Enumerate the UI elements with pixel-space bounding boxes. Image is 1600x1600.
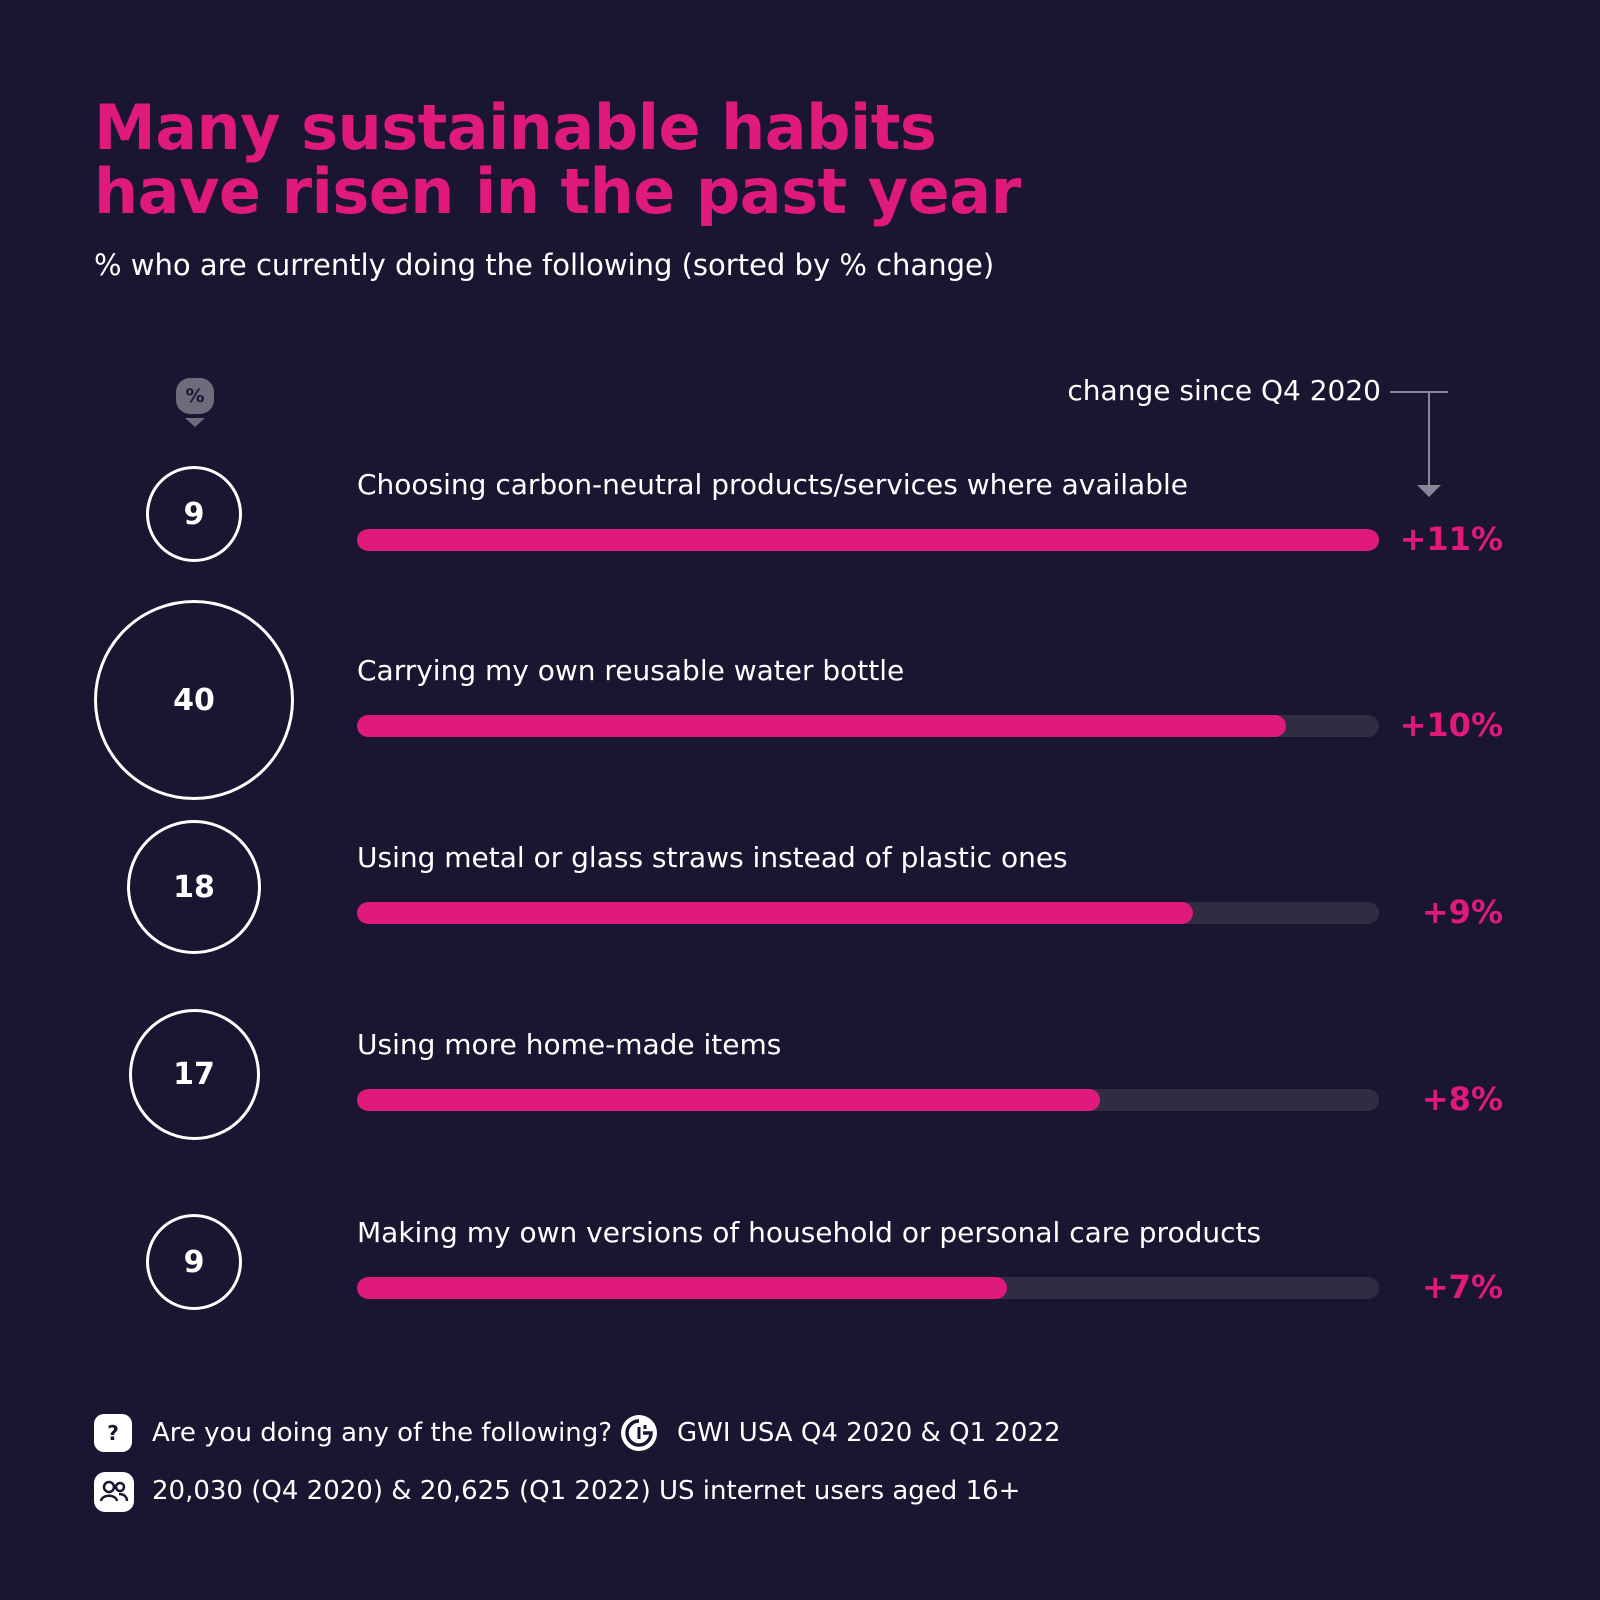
current-pct-circle: 17 xyxy=(128,1008,260,1140)
change-label: +9% xyxy=(1421,893,1503,931)
current-pct-value: 40 xyxy=(173,682,215,718)
current-pct-circle: 9 xyxy=(146,466,242,562)
sample-size: 20,030 (Q4 2020) & 20,625 (Q1 2022) US i… xyxy=(152,1476,1021,1506)
change-header: change since Q4 2020 xyxy=(1067,374,1381,407)
bar-track xyxy=(357,902,1379,924)
bar-fill xyxy=(357,529,1379,551)
current-pct-value: 18 xyxy=(173,869,215,905)
current-pct-value: 9 xyxy=(183,1244,205,1280)
category-label: Making my own versions of household or p… xyxy=(357,1216,1262,1249)
data-source: GWI USA Q4 2020 & Q1 2022 xyxy=(677,1418,1061,1448)
users-icon xyxy=(94,1472,134,1512)
change-label: +10% xyxy=(1399,706,1503,744)
question-icon: ? xyxy=(94,1414,132,1452)
percent-badge-label: % xyxy=(176,378,214,414)
bar-fill xyxy=(357,902,1194,924)
percent-badge-pointer xyxy=(185,418,205,427)
bar-track xyxy=(357,1089,1379,1111)
chart-title: Many sustainable habits have risen in th… xyxy=(94,96,1294,224)
bar-track xyxy=(357,529,1379,551)
chart-subtitle: % who are currently doing the following … xyxy=(94,248,995,282)
bar-track xyxy=(357,1277,1379,1299)
category-label: Using more home-made items xyxy=(357,1028,782,1061)
current-pct-value: 17 xyxy=(173,1056,215,1092)
change-arrow-icon xyxy=(1390,391,1448,497)
gwi-logo-icon xyxy=(621,1415,657,1451)
bar-fill xyxy=(357,715,1287,737)
current-pct-circle: 40 xyxy=(94,600,294,800)
change-label: +7% xyxy=(1421,1268,1503,1306)
current-pct-value: 9 xyxy=(183,496,205,532)
title-line-2: have risen in the past year xyxy=(94,155,1021,228)
change-label: +8% xyxy=(1421,1080,1503,1118)
current-pct-circle: 9 xyxy=(146,1214,242,1310)
current-pct-circle: 18 xyxy=(127,820,261,954)
survey-question: Are you doing any of the following? xyxy=(152,1418,613,1448)
title-line-1: Many sustainable habits xyxy=(94,91,937,164)
change-label: +11% xyxy=(1399,520,1503,558)
bar-track xyxy=(357,715,1379,737)
percent-badge-icon: % xyxy=(176,378,216,428)
bar-fill xyxy=(357,1277,1008,1299)
category-label: Choosing carbon-neutral products/service… xyxy=(357,468,1188,501)
bar-fill xyxy=(357,1089,1101,1111)
category-label: Using metal or glass straws instead of p… xyxy=(357,841,1068,874)
category-label: Carrying my own reusable water bottle xyxy=(357,654,905,687)
